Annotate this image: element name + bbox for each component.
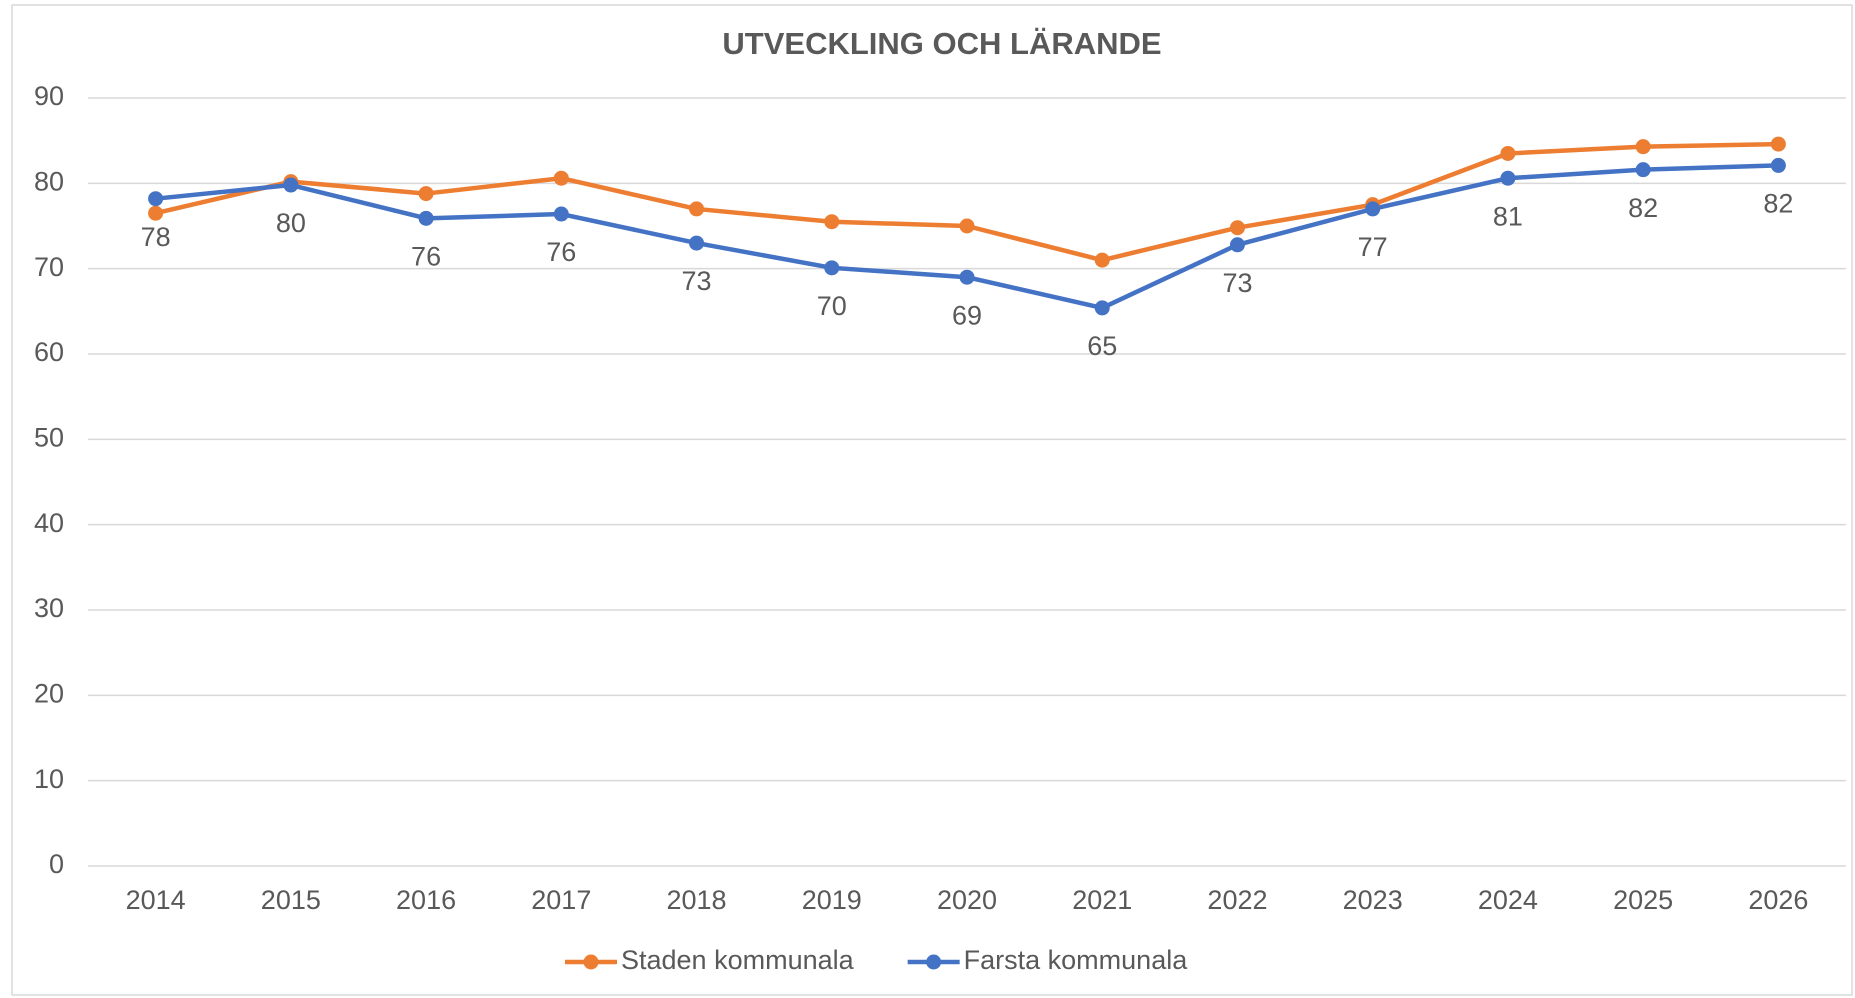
x-tick-label: 2017 <box>531 885 591 915</box>
data-label: 81 <box>1493 201 1523 231</box>
legend-label: Staden kommunala <box>621 945 855 975</box>
y-tick-label: 40 <box>34 508 64 538</box>
chart-title: UTVECKLING OCH LÄRANDE <box>722 26 1161 61</box>
x-tick-label: 2021 <box>1072 885 1132 915</box>
data-label: 76 <box>411 241 441 271</box>
x-tick-label: 2024 <box>1478 885 1538 915</box>
x-tick-label: 2018 <box>666 885 726 915</box>
point <box>1770 136 1786 152</box>
data-label: 70 <box>817 291 847 321</box>
point <box>553 206 569 222</box>
data-label: 78 <box>141 222 171 252</box>
data-label: 73 <box>1222 268 1252 298</box>
point <box>148 191 164 207</box>
y-tick-label: 30 <box>34 593 64 623</box>
data-label: 80 <box>276 208 306 238</box>
x-tick-label: 2023 <box>1343 885 1403 915</box>
point <box>1770 157 1786 173</box>
point <box>1635 139 1651 155</box>
point <box>148 205 164 221</box>
y-tick-label: 60 <box>34 337 64 367</box>
data-label: 82 <box>1763 189 1793 219</box>
y-tick-label: 10 <box>34 764 64 794</box>
y-tick-label: 80 <box>34 166 64 196</box>
point <box>959 269 975 285</box>
y-tick-label: 70 <box>34 252 64 282</box>
point <box>553 170 569 186</box>
point <box>1365 201 1381 217</box>
point <box>1500 145 1516 161</box>
x-tick-label: 2022 <box>1207 885 1267 915</box>
x-tick-label: 2016 <box>396 885 456 915</box>
point <box>283 177 299 193</box>
point <box>689 235 705 251</box>
data-label: 77 <box>1358 232 1388 262</box>
point <box>1094 252 1110 268</box>
x-tick-label: 2025 <box>1613 885 1673 915</box>
y-tick-label: 50 <box>34 422 64 452</box>
x-tick-label: 2020 <box>937 885 997 915</box>
point <box>824 260 840 276</box>
x-tick-label: 2026 <box>1748 885 1808 915</box>
point <box>689 201 705 217</box>
point <box>1094 300 1110 316</box>
point <box>824 214 840 230</box>
legend-marker <box>583 954 599 970</box>
chart-border <box>11 4 1853 996</box>
y-tick-label: 0 <box>49 849 64 879</box>
point <box>418 186 434 202</box>
legend-label: Farsta kommunala <box>964 945 1189 975</box>
x-tick-label: 2015 <box>261 885 321 915</box>
x-tick-label: 2014 <box>126 885 186 915</box>
y-tick-label: 90 <box>34 81 64 111</box>
data-label: 76 <box>546 237 576 267</box>
legend-marker <box>926 954 942 970</box>
data-label: 82 <box>1628 193 1658 223</box>
data-label: 73 <box>682 266 712 296</box>
point <box>1229 220 1245 236</box>
point <box>959 218 975 234</box>
data-label: 65 <box>1087 331 1117 361</box>
x-tick-label: 2019 <box>802 885 862 915</box>
point <box>1229 237 1245 253</box>
point <box>418 210 434 226</box>
data-label: 69 <box>952 300 982 330</box>
y-tick-label: 20 <box>34 678 64 708</box>
point <box>1635 162 1651 178</box>
point <box>1500 170 1516 186</box>
